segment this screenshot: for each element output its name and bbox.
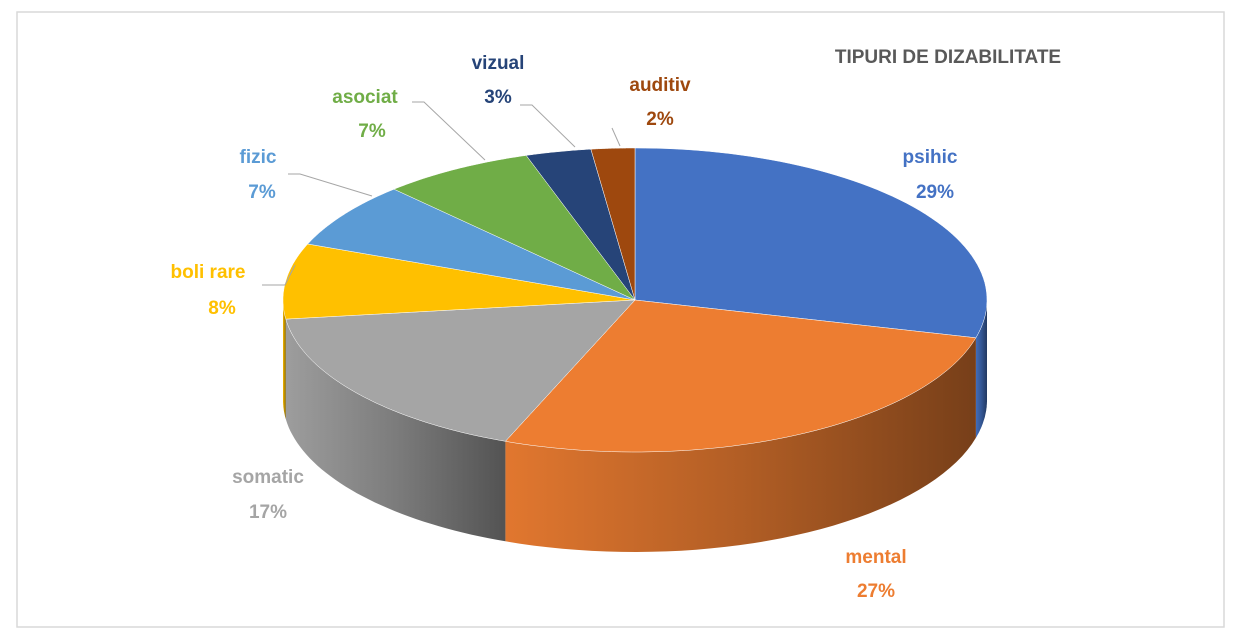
data-label-name: mental: [845, 547, 906, 568]
data-label-name: somatic: [232, 467, 304, 488]
leader-line: [412, 101, 486, 161]
slice: [590, 147, 636, 301]
slice: [504, 299, 977, 453]
slice: [307, 188, 636, 301]
slice: [282, 243, 636, 320]
data-label-value: 8%: [208, 298, 236, 319]
slice: [525, 148, 636, 301]
data-label-name: fizic: [240, 147, 277, 168]
data-label-value: 17%: [249, 502, 287, 523]
data-label-value: 2%: [646, 109, 674, 130]
data-label-name: asociat: [332, 87, 398, 108]
slice: [393, 155, 636, 301]
data-label-name: psihic: [903, 147, 958, 168]
data-label-value: 27%: [857, 581, 895, 602]
slice-side: [505, 337, 976, 552]
data-label-name: auditiv: [629, 75, 691, 96]
slice: [634, 147, 988, 339]
slice-side: [283, 300, 286, 420]
chart-title: TIPURI DE DIZABILITATE: [835, 47, 1061, 68]
slice: [285, 299, 636, 442]
data-label-name: vizual: [472, 53, 525, 74]
data-label-value: 3%: [484, 87, 512, 108]
data-label-value: 29%: [916, 182, 954, 203]
data-label-name: boli rare: [171, 262, 246, 283]
slice-side: [975, 300, 987, 438]
slice-side: [285, 319, 506, 542]
data-label-value: 7%: [358, 121, 386, 142]
leader-line: [288, 173, 373, 197]
leader-line: [611, 127, 621, 147]
leader-line: [520, 104, 576, 148]
data-label-value: 7%: [248, 182, 276, 203]
leader-line: [262, 264, 296, 286]
